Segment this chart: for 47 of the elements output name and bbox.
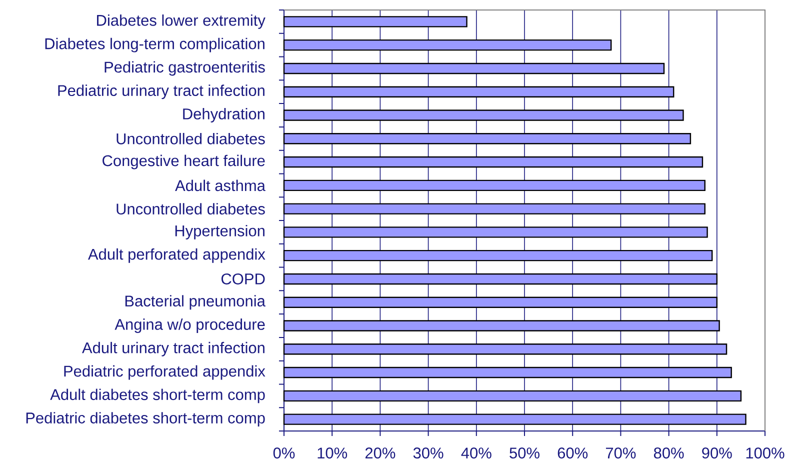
x-tick-label: 70% bbox=[606, 448, 636, 459]
y-tick-label: Adult diabetes short-term comp bbox=[50, 388, 265, 404]
x-tick-label: 0% bbox=[273, 448, 295, 459]
bar bbox=[283, 390, 742, 402]
y-tick-label: Adult asthma bbox=[175, 180, 266, 192]
x-tick-label: 80% bbox=[654, 448, 684, 459]
x-tick-label: 50% bbox=[510, 448, 540, 459]
y-tick-label: Diabetes long-term complication bbox=[45, 38, 264, 52]
y-tick-label: Pediatric gastroenteritis bbox=[104, 61, 265, 76]
x-tick-label: 20% bbox=[365, 448, 396, 459]
x-tick-label: 10% bbox=[318, 448, 348, 459]
y-tick-label: Pediatric perforated appendix bbox=[64, 365, 266, 380]
bar bbox=[283, 133, 692, 144]
x-tick-label: 100% bbox=[746, 448, 784, 459]
y-tick-label: Angina w/o procedure bbox=[114, 318, 265, 333]
y-tick-label: Uncontrolled diabetes bbox=[116, 132, 265, 144]
y-tick-label: Hypertension bbox=[175, 224, 264, 240]
bar bbox=[283, 86, 674, 98]
bar bbox=[283, 414, 746, 425]
bar bbox=[283, 203, 706, 214]
bar bbox=[283, 62, 665, 74]
y-tick-label: Bacterial pneumonia bbox=[125, 295, 266, 310]
y-tick-label: Pediatric urinary tract infection bbox=[58, 84, 264, 100]
bar bbox=[283, 39, 612, 51]
bar bbox=[283, 16, 468, 28]
y-tick-label: Dehydration bbox=[183, 108, 264, 122]
y-tick-label: Congestive heart failure bbox=[102, 154, 265, 170]
y-tick-label: Adult urinary tract infection bbox=[82, 342, 264, 356]
y-tick-label: Uncontrolled diabetes bbox=[116, 203, 265, 215]
bar bbox=[283, 344, 728, 355]
y-tick-label: Adult perforated appendix bbox=[88, 248, 266, 263]
bar bbox=[283, 366, 732, 378]
bar bbox=[283, 273, 718, 285]
x-tick-label: 30% bbox=[413, 448, 444, 459]
bar bbox=[283, 226, 708, 238]
bar bbox=[283, 180, 706, 192]
bar bbox=[283, 296, 718, 308]
bar bbox=[283, 320, 720, 332]
y-tick-label: COPD bbox=[221, 273, 265, 284]
bar bbox=[283, 156, 704, 168]
x-tick-label: 90% bbox=[702, 448, 732, 459]
x-tick-label: 60% bbox=[558, 448, 588, 459]
bar bbox=[283, 110, 684, 121]
y-tick-label: Pediatric diabetes short-term comp bbox=[26, 412, 265, 427]
bar bbox=[283, 250, 713, 262]
y-tick-label: Diabetes lower extremity bbox=[97, 14, 266, 29]
x-tick-label: 40% bbox=[461, 448, 492, 459]
